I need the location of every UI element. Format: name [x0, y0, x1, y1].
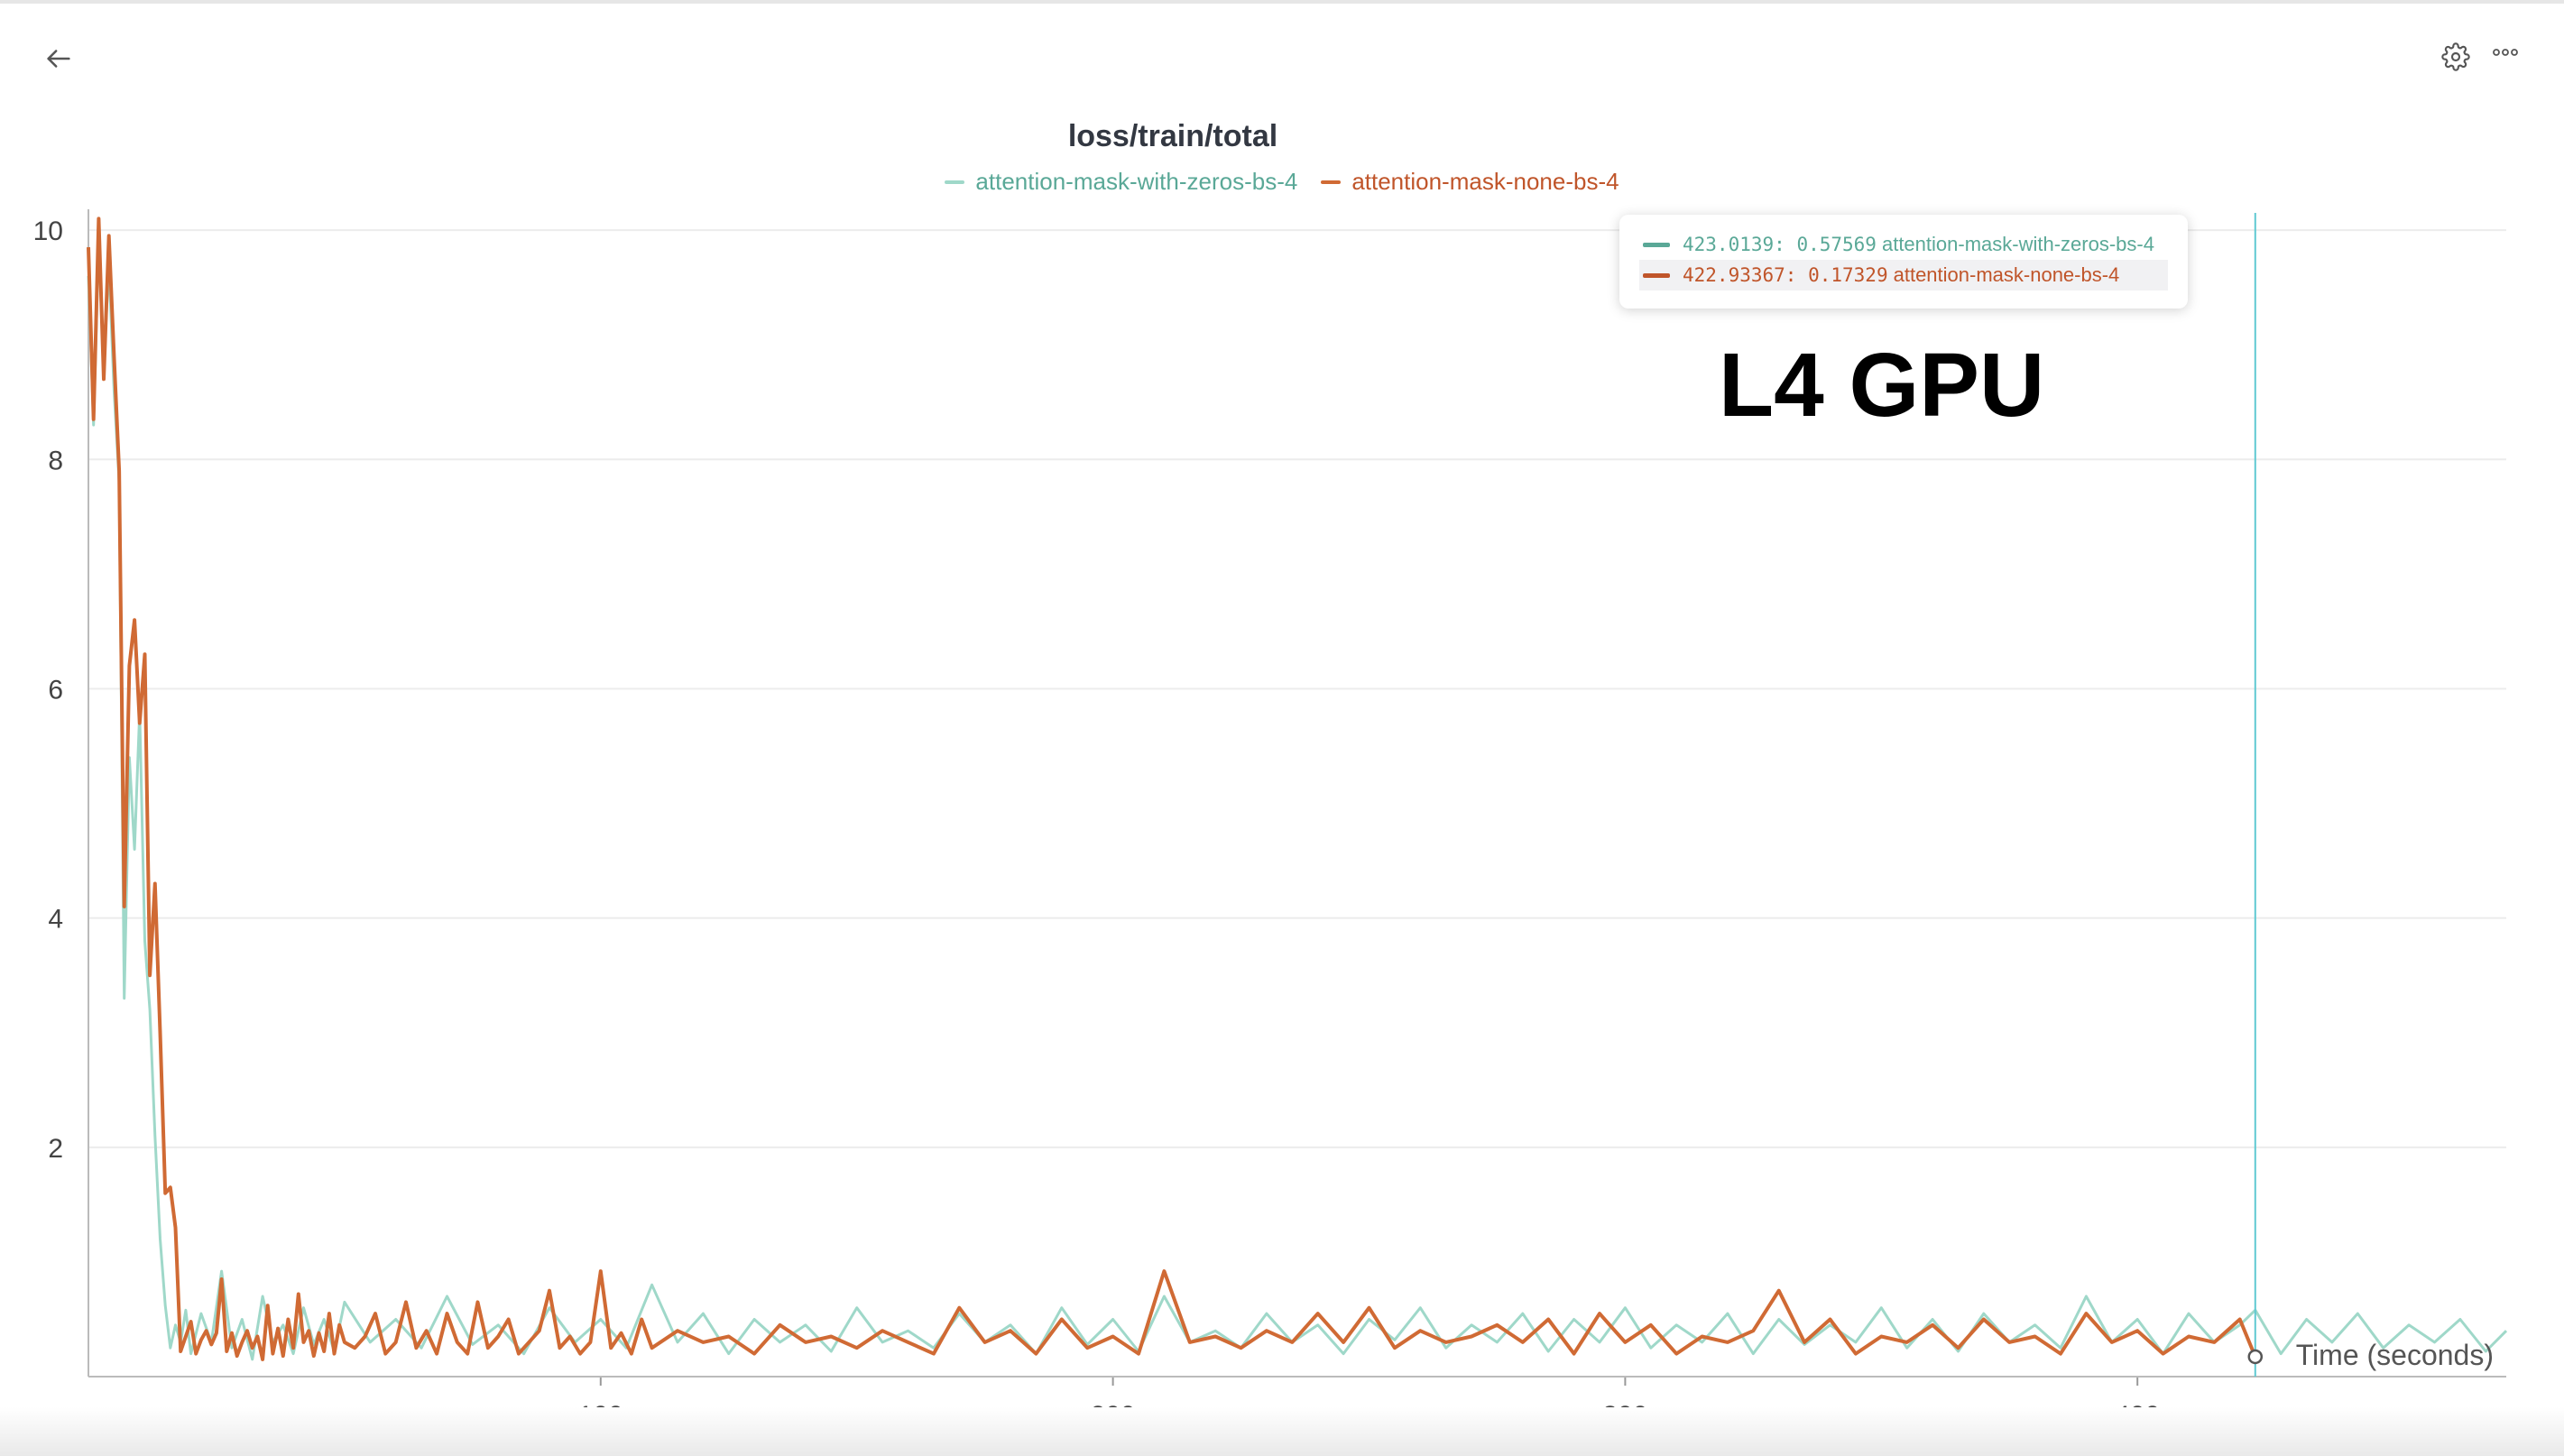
y-tick-label-6: 6	[48, 675, 63, 705]
tooltip-x-series-1: 423.0139	[1683, 234, 1775, 255]
hover-point-marker	[2247, 1349, 2264, 1365]
y-tick-label-10: 10	[33, 217, 63, 246]
tooltip-name-series-1: attention-mask-with-zeros-bs-4	[1881, 233, 2154, 255]
tooltip-name-series-2: attention-mask-none-bs-4	[1893, 263, 2120, 286]
legend-label-series-2: attention-mask-none-bs-4	[1351, 168, 1619, 195]
tooltip-row-series-1: 423.0139: 0.57569 attention-mask-with-ze…	[1639, 229, 2168, 260]
chart-title: loss/train/total	[1067, 119, 1278, 153]
hover-tooltip: 423.0139: 0.57569 attention-mask-with-ze…	[1619, 215, 2188, 309]
series-line-1	[87, 240, 2508, 1361]
legend-swatch-series-1	[945, 180, 965, 184]
gpu-overlay-label: L4 GPU	[1719, 335, 2045, 436]
tooltip-swatch-series-1	[1643, 242, 1670, 247]
bottom-shadow	[0, 1407, 2564, 1456]
legend-swatch-series-2	[1321, 180, 1342, 184]
series-line-2	[87, 217, 2257, 1361]
more-options-button[interactable]	[2483, 34, 2528, 70]
x-axis-label: Time (seconds)	[2296, 1339, 2494, 1371]
y-tick-label-2: 2	[48, 1134, 63, 1164]
settings-button[interactable]	[2433, 34, 2478, 79]
tooltip-row-series-2: 422.93367: 0.17329 attention-mask-none-b…	[1639, 260, 2168, 290]
more-horizontal-icon	[2493, 49, 2518, 56]
y-tick-label-8: 8	[48, 446, 63, 475]
tooltip-y-series-2: 0.17329	[1808, 264, 1888, 286]
legend-label-series-1: attention-mask-with-zeros-bs-4	[975, 168, 1298, 195]
legend-item-series-2[interactable]: attention-mask-none-bs-4	[1321, 168, 1619, 196]
arrow-left-icon	[47, 50, 70, 68]
legend-item-series-1[interactable]: attention-mask-with-zeros-bs-4	[945, 168, 1297, 196]
tooltip-swatch-series-2	[1643, 272, 1670, 278]
tooltip-x-series-2: 422.93367	[1683, 264, 1785, 286]
y-tick-label-4: 4	[48, 905, 63, 935]
back-button[interactable]	[36, 36, 81, 81]
top-border	[0, 0, 2564, 4]
chart-legend: attention-mask-with-zeros-bs-4 attention…	[0, 168, 2564, 196]
tooltip-y-series-1: 0.57569	[1796, 234, 1877, 255]
gear-icon	[2441, 42, 2470, 71]
